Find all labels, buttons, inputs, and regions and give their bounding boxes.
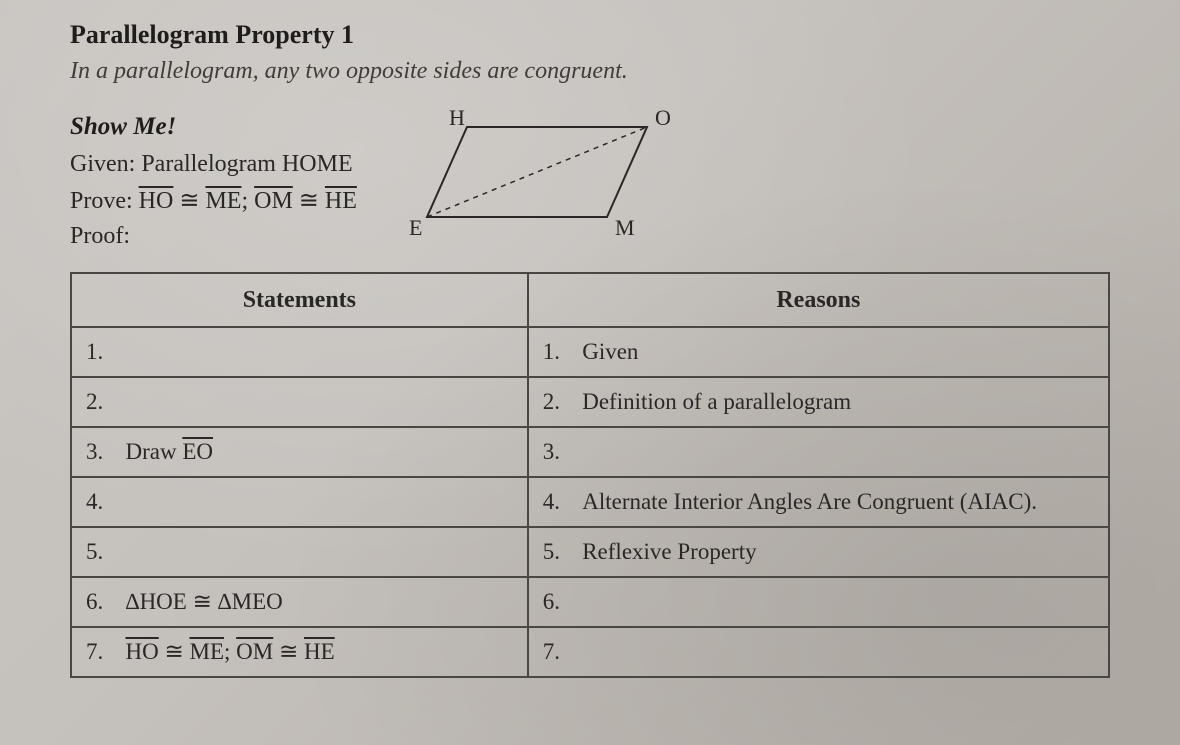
svg-text:M: M <box>615 215 635 240</box>
header-reasons: Reasons <box>528 273 1109 327</box>
stmt-cong2: ≅ <box>273 639 304 664</box>
stmt-seg-om: OM <box>236 639 273 664</box>
stmt-num: 6. <box>86 589 114 615</box>
table-row: 3. Draw EO 3. <box>71 427 1109 477</box>
stmt-cong1: ≅ <box>159 639 190 664</box>
reason-num: 5. <box>543 539 571 565</box>
reason-text: Alternate Interior Angles Are Congruent … <box>582 489 1037 514</box>
stmt-num: 7. <box>86 639 114 665</box>
prove-seg-ho: HO <box>139 188 174 214</box>
reason-text: Definition of a parallelogram <box>582 389 851 414</box>
stmt-text: ∆HOE ≅ ∆MEO <box>126 589 283 614</box>
reason-num: 7. <box>543 639 571 665</box>
stmt-sep: ; <box>224 639 236 664</box>
stmt-seg-he: HE <box>304 639 335 664</box>
stmt-num: 1. <box>86 339 114 365</box>
prove-sep: ; <box>241 188 254 214</box>
prove-cong1: ≅ <box>173 188 205 214</box>
page-subtitle: In a parallelogram, any two opposite sid… <box>70 58 1110 85</box>
svg-text:E: E <box>409 215 422 240</box>
stmt-num: 2. <box>86 389 114 415</box>
prove-seg-me: ME <box>205 188 241 214</box>
stmt-num: 4. <box>86 489 114 515</box>
prove-prefix: Prove: <box>70 188 139 214</box>
reason-num: 1. <box>543 339 571 365</box>
table-row: 6. ∆HOE ≅ ∆MEO 6. <box>71 577 1109 627</box>
parallelogram-diagram: H O E M <box>397 107 697 252</box>
table-row: 2. 2. Definition of a parallelogram <box>71 377 1109 427</box>
proof-label: Proof: <box>70 223 357 250</box>
svg-text:O: O <box>655 107 671 130</box>
reason-num: 3. <box>543 439 571 465</box>
reason-text: Given <box>582 339 638 364</box>
reason-num: 6. <box>543 589 571 615</box>
table-row: 4. 4. Alternate Interior Angles Are Cong… <box>71 477 1109 527</box>
prove-seg-he: HE <box>325 188 357 214</box>
prove-cong2: ≅ <box>293 188 325 214</box>
stmt-num: 5. <box>86 539 114 565</box>
page-title: Parallelogram Property 1 <box>70 20 1110 50</box>
showme-heading: Show Me! <box>70 113 357 141</box>
stmt-prefix: Draw <box>126 439 183 464</box>
table-row: 1. 1. Given <box>71 327 1109 377</box>
stmt-seg-me: ME <box>190 639 225 664</box>
stmt-num: 3. <box>86 439 114 465</box>
stmt-seg-ho: HO <box>126 639 159 664</box>
given-line: Given: Parallelogram HOME <box>70 151 357 178</box>
stmt-seg-eo: EO <box>182 439 213 464</box>
reason-text: Reflexive Property <box>582 539 756 564</box>
table-row: 7. HO ≅ ME; OM ≅ HE 7. <box>71 627 1109 677</box>
prove-seg-om: OM <box>254 188 293 214</box>
reason-num: 4. <box>543 489 571 515</box>
prove-line: Prove: HO ≅ ME; OM ≅ HE <box>70 186 357 215</box>
svg-text:H: H <box>449 107 465 130</box>
reason-num: 2. <box>543 389 571 415</box>
table-row: 5. 5. Reflexive Property <box>71 527 1109 577</box>
header-statements: Statements <box>71 273 528 327</box>
proof-table: Statements Reasons 1. 1. Given 2. 2. Def… <box>70 272 1110 678</box>
